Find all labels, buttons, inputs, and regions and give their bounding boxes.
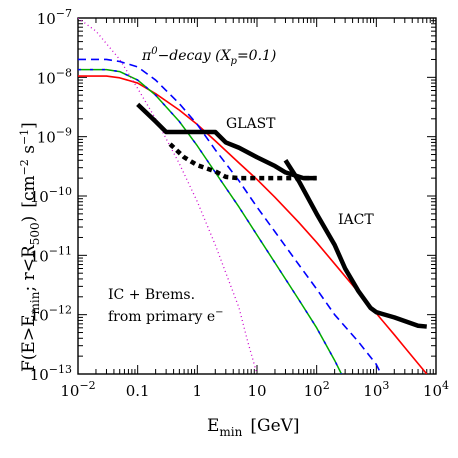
series-line-3 [78,68,343,374]
annotation-ic-brems-line1: IC + Brems. [108,287,195,303]
series-line-6 [136,102,317,181]
series-group [78,18,428,374]
y-tick-label: 10−11 [30,244,72,265]
y-tick-label: 10−9 [37,126,72,147]
y-tick-label: 10−8 [37,66,72,87]
x-tick-label: 102 [304,379,330,400]
x-tick-label: 10−2 [60,379,95,400]
tick-labels: 10−2 0.1 1 10 102 103 104 10−13 10−12 10−11 10−10 1… [30,7,449,400]
x-tick-label: 10 [247,382,266,400]
series-line-2 [78,58,382,374]
annotation-glast: GLAST [226,116,276,132]
series-line-1 [78,75,428,374]
ticks [77,18,436,375]
series-line-4 [78,68,343,374]
x-tick-label: 0.1 [126,382,150,400]
annotation-iact: IACT [338,212,374,228]
x-axis-title: Emin [GeV] [207,416,300,439]
y-axis-title: F(E>Emin; r<R500)[cm−2 s−1] [18,122,42,372]
y-tick-label: 10−13 [30,363,72,384]
series-line-7 [168,142,317,181]
x-tick-label: 1 [193,382,203,400]
y-tick-label: 10−7 [37,7,72,28]
y-tick-label: 10−12 [30,304,72,325]
y-tick-label: 10−10 [30,185,72,206]
annotation-pi0-decay: π0−decay (Xp=0.1) [141,46,276,67]
series-line-8 [283,159,427,329]
x-tick-label: 104 [423,379,449,400]
annotation-ic-brems-line2: from primary e− [108,307,224,325]
x-tick-label: 103 [363,379,389,400]
